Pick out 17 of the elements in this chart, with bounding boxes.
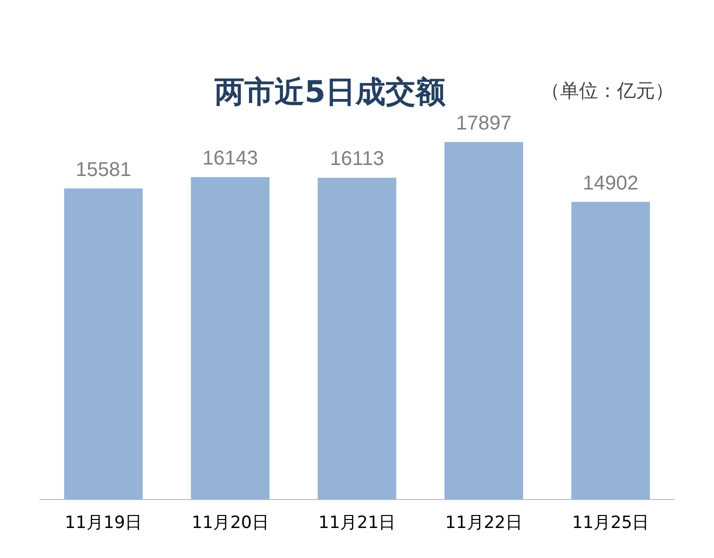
bar (571, 202, 650, 500)
x-tick-label: 11月22日 (445, 513, 522, 534)
bar (318, 178, 396, 500)
x-tick-label: 11月20日 (192, 513, 269, 534)
bar (190, 177, 270, 500)
x-tick-label: 11月25日 (572, 513, 650, 534)
bar (444, 142, 524, 500)
data-label: 14902 (582, 172, 638, 194)
bar (64, 188, 143, 500)
x-tick-label: 11月21日 (318, 513, 396, 534)
text: （单位：亿元） (541, 79, 674, 104)
data-label: 16143 (202, 148, 258, 170)
data-label: 15581 (76, 158, 132, 181)
x-tick-label: 11月19日 (64, 513, 142, 534)
data-label: 16113 (330, 148, 384, 170)
data-label: 17897 (456, 112, 512, 135)
chart-title: 两市近5日成交额 (214, 75, 446, 110)
